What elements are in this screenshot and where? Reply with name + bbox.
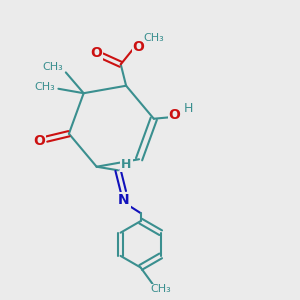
Text: CH₃: CH₃ bbox=[143, 33, 164, 43]
Text: CH₃: CH₃ bbox=[34, 82, 55, 92]
Text: O: O bbox=[90, 46, 102, 60]
Text: O: O bbox=[33, 134, 45, 148]
Text: O: O bbox=[133, 40, 145, 54]
Text: O: O bbox=[169, 108, 181, 122]
Text: CH₃: CH₃ bbox=[150, 284, 171, 294]
Text: CH₃: CH₃ bbox=[43, 62, 63, 72]
Text: H: H bbox=[121, 158, 131, 171]
Text: H: H bbox=[184, 102, 193, 116]
Text: N: N bbox=[118, 193, 130, 207]
